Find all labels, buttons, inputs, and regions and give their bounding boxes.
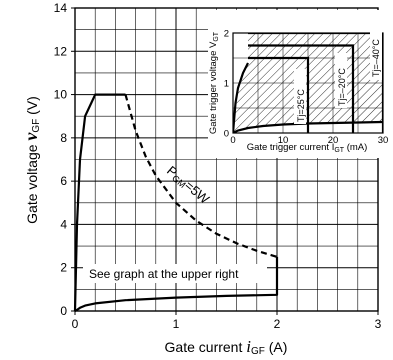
- inset-frame: [232, 32, 384, 134]
- region-label-tjm40: Tj=–40°C: [371, 39, 381, 77]
- region-label-tj25: Tj=25°C: [296, 89, 306, 122]
- inset-tick-labels: 0 10 20 30 0 1 2: [224, 29, 389, 147]
- inset-x-tick-label: 30: [378, 135, 389, 146]
- region-label-bg-25: [294, 69, 306, 124]
- y-tick-label: 2: [60, 261, 67, 275]
- y-tick-label: 0: [60, 304, 67, 318]
- y-axis-label: Gate voltage vGF (V): [21, 96, 42, 224]
- series-power-limit: [124, 94, 278, 258]
- inset-x-tick-label: 10: [278, 135, 289, 146]
- y-tick-label: 6: [60, 174, 67, 188]
- y-tick-label: 8: [60, 131, 67, 145]
- inset-x-axis-label: Gate trigger current IGT (mA): [247, 142, 368, 154]
- inset-y-tick-label: 2: [224, 29, 229, 40]
- inset-region-boundary: [248, 44, 355, 133]
- inset-x-tick-label: 0: [230, 135, 235, 146]
- series-lower-limit: [74, 256, 279, 312]
- region-label-bg-m40: [370, 30, 382, 80]
- y-tick-label: 10: [54, 88, 68, 102]
- note-background: [83, 264, 267, 283]
- y-tick-label: 14: [54, 1, 68, 15]
- inset-regions: [233, 33, 383, 133]
- x-tick-label: 3: [375, 317, 382, 331]
- inset-y-tick-label: 0: [224, 129, 229, 140]
- main-series: [73, 93, 279, 312]
- note-see-upper-right: See graph at the upper right: [89, 267, 239, 281]
- x-axis-label: Gate current iGF (A): [165, 337, 288, 357]
- inset-lower-curve: [233, 120, 383, 133]
- power-limit-label: PGM=5W: [163, 163, 212, 208]
- series-upper-limit: [73, 93, 126, 312]
- inset-upper-curve: [233, 62, 249, 133]
- inset-region-boundary: [248, 56, 310, 133]
- x-tick-label: 1: [173, 317, 180, 331]
- y-tick-label: 4: [60, 217, 67, 231]
- main-plot-frame: [74, 7, 379, 312]
- inset-y-tick-label: 1: [224, 79, 229, 90]
- inset-plot: 0 10 20 30 0 1 2 Gate trigger current IGT (mA)…: [208, 10, 388, 158]
- y-tick-label: 12: [54, 44, 68, 58]
- region-label-bg-m20: [335, 53, 347, 108]
- x-tick-label: 2: [274, 317, 281, 331]
- x-tick-label: 0: [72, 317, 79, 331]
- region-label-tjm20: Tj=–20°C: [337, 68, 347, 106]
- inset-x-tick-label: 20: [328, 135, 339, 146]
- inset-y-axis-label: Gate trigger voltage VGT: [208, 31, 220, 134]
